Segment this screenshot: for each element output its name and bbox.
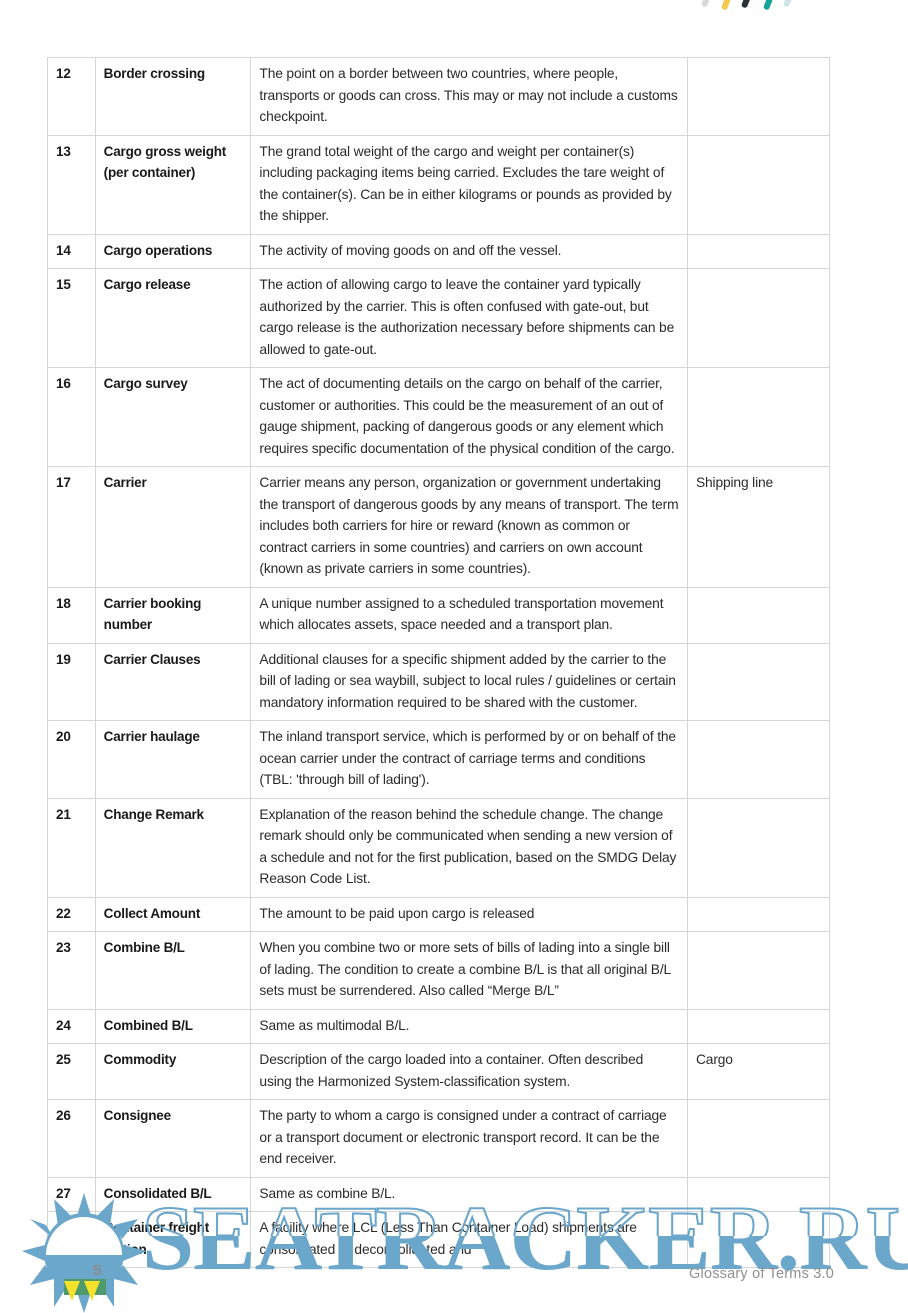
table-row: 27 Consolidated B/L Same as combine B/L. xyxy=(47,1176,831,1212)
row-alias-cell xyxy=(686,642,831,721)
row-definition-cell: Same as combine B/L. xyxy=(250,1176,688,1212)
row-id-cell: 19 xyxy=(47,642,96,721)
table-row: 28 Container freight station A facility wh… xyxy=(47,1211,831,1268)
row-definition-cell: Carrier means any person, organization o… xyxy=(250,466,688,588)
table-row: 23 Combine B/L When you combine two or mor… xyxy=(47,931,831,1010)
row-id-cell: 16 xyxy=(47,367,96,467)
logo-dash-icon xyxy=(700,0,712,8)
row-definition-cell: A facility where LCL (Less Than Containe… xyxy=(250,1211,688,1268)
row-definition-cell: Additional clauses for a specific shipme… xyxy=(250,642,688,721)
row-id-cell: 20 xyxy=(47,720,96,799)
row-term-cell: Carrier Clauses xyxy=(94,642,252,721)
row-alias-cell xyxy=(686,1099,831,1178)
table-row: 12 Border crossing The point on a border b… xyxy=(47,57,831,136)
row-term-cell: Combine B/L xyxy=(94,931,252,1010)
row-term-cell: Cargo release xyxy=(94,268,252,368)
row-alias-cell xyxy=(686,367,831,467)
row-alias-cell: Shipping line xyxy=(686,466,831,588)
row-id-cell: 14 xyxy=(47,233,96,269)
row-definition-cell: The grand total weight of the cargo and … xyxy=(250,134,688,235)
table-row: 24 Combined B/L Same as multimodal B/L. xyxy=(47,1008,831,1044)
table-row: 26 Consignee The party to whom a cargo is … xyxy=(47,1099,831,1178)
logo-dash-icon xyxy=(720,0,732,11)
table-row: 17 Carrier Carrier means any person, organ… xyxy=(47,466,831,588)
row-term-cell: Cargo survey xyxy=(94,367,252,467)
row-id-cell: 28 xyxy=(47,1211,96,1268)
row-term-cell: Collect Amount xyxy=(94,896,252,932)
row-definition-cell: The action of allowing cargo to leave th… xyxy=(250,268,688,368)
row-alias-cell xyxy=(686,134,831,235)
row-term-cell: Commodity xyxy=(94,1043,252,1100)
row-id-cell: 13 xyxy=(47,134,96,235)
row-term-cell: Carrier xyxy=(94,466,252,588)
row-definition-cell: The amount to be paid upon cargo is rele… xyxy=(250,896,688,932)
row-alias-cell xyxy=(686,268,831,368)
row-alias-cell xyxy=(686,1176,831,1212)
table-row: 18 Carrier booking number A unique number … xyxy=(47,586,831,644)
row-definition-cell: When you combine two or more sets of bil… xyxy=(250,931,688,1010)
row-id-cell: 25 xyxy=(47,1043,96,1100)
logo-dash-icon xyxy=(782,0,794,8)
row-definition-cell: The activity of moving goods on and off … xyxy=(250,233,688,269)
row-id-cell: 26 xyxy=(47,1099,96,1178)
page-number: 5 xyxy=(93,1262,102,1279)
row-definition-cell: Description of the cargo loaded into a c… xyxy=(250,1043,688,1100)
row-id-cell: 27 xyxy=(47,1176,96,1212)
row-id-cell: 17 xyxy=(47,466,96,588)
glossary-table: 12 Border crossing The point on a border b… xyxy=(47,57,831,1268)
row-id-cell: 22 xyxy=(47,896,96,932)
row-alias-cell xyxy=(686,720,831,799)
table-row: 25 Commodity Description of the cargo load… xyxy=(47,1043,831,1100)
row-term-cell: Carrier haulage xyxy=(94,720,252,799)
row-term-cell: Cargo gross weight (per container) xyxy=(94,134,252,235)
row-alias-cell xyxy=(686,896,831,932)
row-definition-cell: The party to whom a cargo is consigned u… xyxy=(250,1099,688,1178)
row-alias-cell xyxy=(686,1008,831,1044)
row-id-cell: 18 xyxy=(47,586,96,644)
row-alias-cell xyxy=(686,233,831,269)
row-id-cell: 23 xyxy=(47,931,96,1010)
row-term-cell: Consolidated B/L xyxy=(94,1176,252,1212)
table-row: 21 Change Remark Explanation of the reason… xyxy=(47,797,831,898)
row-definition-cell: Same as multimodal B/L. xyxy=(250,1008,688,1044)
row-id-cell: 21 xyxy=(47,797,96,898)
row-term-cell: Border crossing xyxy=(94,57,252,136)
row-alias-cell: Cargo xyxy=(686,1043,831,1100)
row-alias-cell xyxy=(686,57,831,136)
table-row: 22 Collect Amount The amount to be paid up… xyxy=(47,896,831,932)
row-id-cell: 15 xyxy=(47,268,96,368)
table-row: 19 Carrier Clauses Additional clauses for … xyxy=(47,642,831,721)
table-row: 15 Cargo release The action of allowing ca… xyxy=(47,268,831,368)
row-alias-cell xyxy=(686,586,831,644)
page-top-logo-marks xyxy=(695,0,815,16)
glossary-table-body: 12 Border crossing The point on a border b… xyxy=(47,57,831,1268)
logo-dash-icon xyxy=(740,0,752,9)
row-definition-cell: A unique number assigned to a scheduled … xyxy=(250,586,688,644)
row-definition-cell: The act of documenting details on the ca… xyxy=(250,367,688,467)
row-definition-cell: The inland transport service, which is p… xyxy=(250,720,688,799)
row-definition-cell: Explanation of the reason behind the sch… xyxy=(250,797,688,898)
row-alias-cell xyxy=(686,1211,831,1268)
row-alias-cell xyxy=(686,931,831,1010)
footer-note: Glossary of Terms 3.0 xyxy=(689,1266,834,1282)
logo-dash-icon xyxy=(762,0,774,11)
row-term-cell: Combined B/L xyxy=(94,1008,252,1044)
row-id-cell: 12 xyxy=(47,57,96,136)
row-definition-cell: The point on a border between two countr… xyxy=(250,57,688,136)
table-row: 13 Cargo gross weight (per container) The … xyxy=(47,134,831,235)
table-row: 14 Cargo operations The activity of moving… xyxy=(47,233,831,269)
row-term-cell: Cargo operations xyxy=(94,233,252,269)
row-term-cell: Container freight station xyxy=(94,1211,252,1268)
row-alias-cell xyxy=(686,797,831,898)
row-id-cell: 24 xyxy=(47,1008,96,1044)
table-row: 16 Cargo survey The act of documenting det… xyxy=(47,367,831,467)
row-term-cell: Carrier booking number xyxy=(94,586,252,644)
row-term-cell: Consignee xyxy=(94,1099,252,1178)
row-term-cell: Change Remark xyxy=(94,797,252,898)
table-row: 20 Carrier haulage The inland transport se… xyxy=(47,720,831,799)
